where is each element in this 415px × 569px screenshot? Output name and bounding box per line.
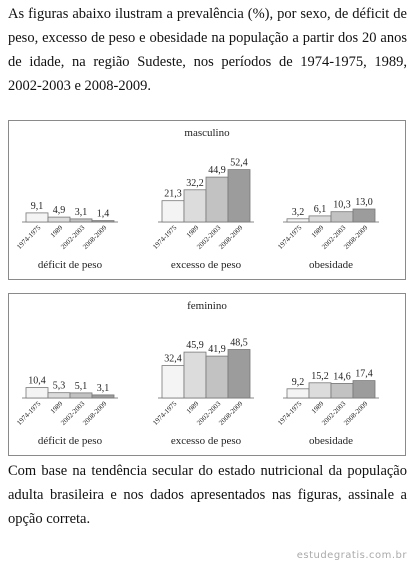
watermark: estudegratis.com.br bbox=[296, 550, 407, 561]
category-label: excesso de peso bbox=[171, 259, 242, 271]
bar bbox=[227, 349, 251, 399]
bar bbox=[47, 392, 71, 399]
value-label: 1,4 bbox=[97, 209, 110, 220]
category-label: déficit de peso bbox=[38, 259, 103, 271]
bar bbox=[161, 200, 185, 223]
value-label: 5,3 bbox=[53, 381, 66, 392]
value-label: 10,3 bbox=[333, 200, 351, 211]
value-label: 15,2 bbox=[311, 371, 329, 382]
bar bbox=[161, 365, 185, 399]
bar bbox=[308, 215, 332, 223]
bar bbox=[91, 394, 115, 399]
bar bbox=[352, 380, 376, 399]
value-label: 3,1 bbox=[75, 207, 88, 218]
bar bbox=[330, 211, 354, 223]
value-label: 48,5 bbox=[230, 338, 248, 349]
value-label: 6,1 bbox=[314, 204, 327, 215]
bar bbox=[227, 169, 251, 223]
bar bbox=[205, 176, 229, 223]
bar bbox=[308, 382, 332, 399]
bar bbox=[69, 392, 93, 399]
value-label: 4,9 bbox=[53, 205, 66, 216]
category-label: excesso de peso bbox=[171, 435, 242, 447]
value-label: 45,9 bbox=[186, 340, 204, 351]
intro-text: As figuras abaixo ilustram a prevalência… bbox=[8, 6, 407, 94]
value-label: 3,2 bbox=[292, 207, 305, 218]
chart-title: feminino bbox=[187, 300, 227, 312]
bar bbox=[183, 351, 207, 399]
value-label: 5,1 bbox=[75, 381, 88, 392]
bar bbox=[286, 388, 310, 399]
category-label: obesidade bbox=[309, 259, 353, 271]
chart-title: masculino bbox=[184, 127, 230, 139]
value-label: 32,4 bbox=[164, 354, 182, 365]
value-label: 3,1 bbox=[97, 383, 110, 394]
bar bbox=[25, 387, 49, 399]
bar bbox=[47, 216, 71, 223]
chart-masculino: masculino9,11974-19754,919893,12002-2003… bbox=[8, 120, 406, 280]
value-label: 9,2 bbox=[292, 377, 305, 388]
bar bbox=[205, 355, 229, 399]
value-label: 21,3 bbox=[164, 189, 182, 200]
value-label: 32,2 bbox=[186, 178, 204, 189]
bar bbox=[352, 208, 376, 223]
value-label: 13,0 bbox=[355, 197, 373, 208]
bar bbox=[286, 218, 310, 223]
value-label: 9,1 bbox=[31, 201, 44, 212]
bar bbox=[25, 212, 49, 223]
value-label: 41,9 bbox=[208, 344, 226, 355]
bar bbox=[69, 218, 93, 223]
category-label: déficit de peso bbox=[38, 435, 103, 447]
value-label: 17,4 bbox=[355, 369, 373, 380]
bar bbox=[330, 383, 354, 399]
value-label: 10,4 bbox=[28, 376, 46, 387]
question-text: Com base na tendência secular do estado … bbox=[8, 463, 407, 527]
value-label: 14,6 bbox=[333, 371, 351, 382]
value-label: 52,4 bbox=[230, 158, 248, 169]
chart-feminino: feminino10,41974-19755,319895,12002-2003… bbox=[8, 293, 406, 456]
value-label: 44,9 bbox=[208, 165, 226, 176]
bar bbox=[183, 189, 207, 223]
category-label: obesidade bbox=[309, 435, 353, 447]
bar bbox=[91, 220, 115, 223]
